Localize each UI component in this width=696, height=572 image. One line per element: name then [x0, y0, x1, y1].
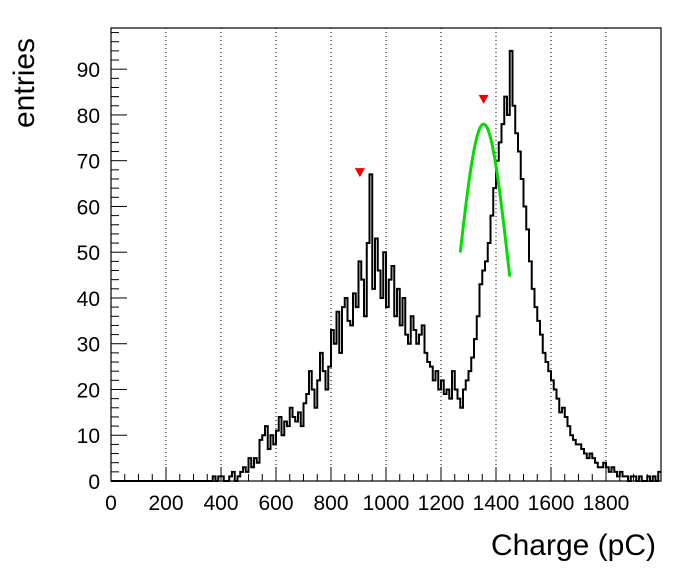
y-axis-label: entries — [8, 38, 41, 128]
x-tick-label: 1200 — [418, 492, 465, 515]
x-tick-label: 600 — [258, 492, 293, 515]
histogram-series — [111, 49, 661, 482]
x-tick-label: 200 — [148, 492, 183, 515]
y-tick-label: 20 — [77, 379, 100, 402]
x-axis-label: Charge (pC) — [491, 529, 656, 562]
x-tick-label: 800 — [313, 492, 348, 515]
peak-marker — [354, 168, 365, 178]
y-tick-label: 40 — [77, 288, 100, 311]
y-axis: 0 10 20 30 40 50 60 70 80 90 — [77, 32, 127, 494]
peak-marker — [478, 94, 489, 104]
y-tick-label: 0 — [88, 471, 100, 494]
y-tick-label: 30 — [77, 334, 100, 357]
x-tick-label: 400 — [203, 492, 238, 515]
x-tick-label: 1600 — [528, 492, 575, 515]
x-tick-label: 1400 — [473, 492, 520, 515]
peak-markers — [354, 94, 489, 178]
gaussian-fit-curve — [458, 122, 512, 277]
y-tick-label: 90 — [77, 59, 100, 82]
y-tick-label: 10 — [77, 425, 100, 448]
x-tick-label: 1000 — [363, 492, 410, 515]
y-tick-label: 80 — [77, 105, 100, 128]
y-tick-label: 50 — [77, 242, 100, 265]
y-tick-label: 60 — [77, 196, 100, 219]
y-tick-label: 70 — [77, 151, 100, 174]
x-tick-label: 1800 — [583, 492, 630, 515]
x-tick-label: 0 — [105, 492, 117, 515]
x-axis: 0 200 400 600 800 1000 1200 1400 1600 1800 — [105, 467, 662, 515]
